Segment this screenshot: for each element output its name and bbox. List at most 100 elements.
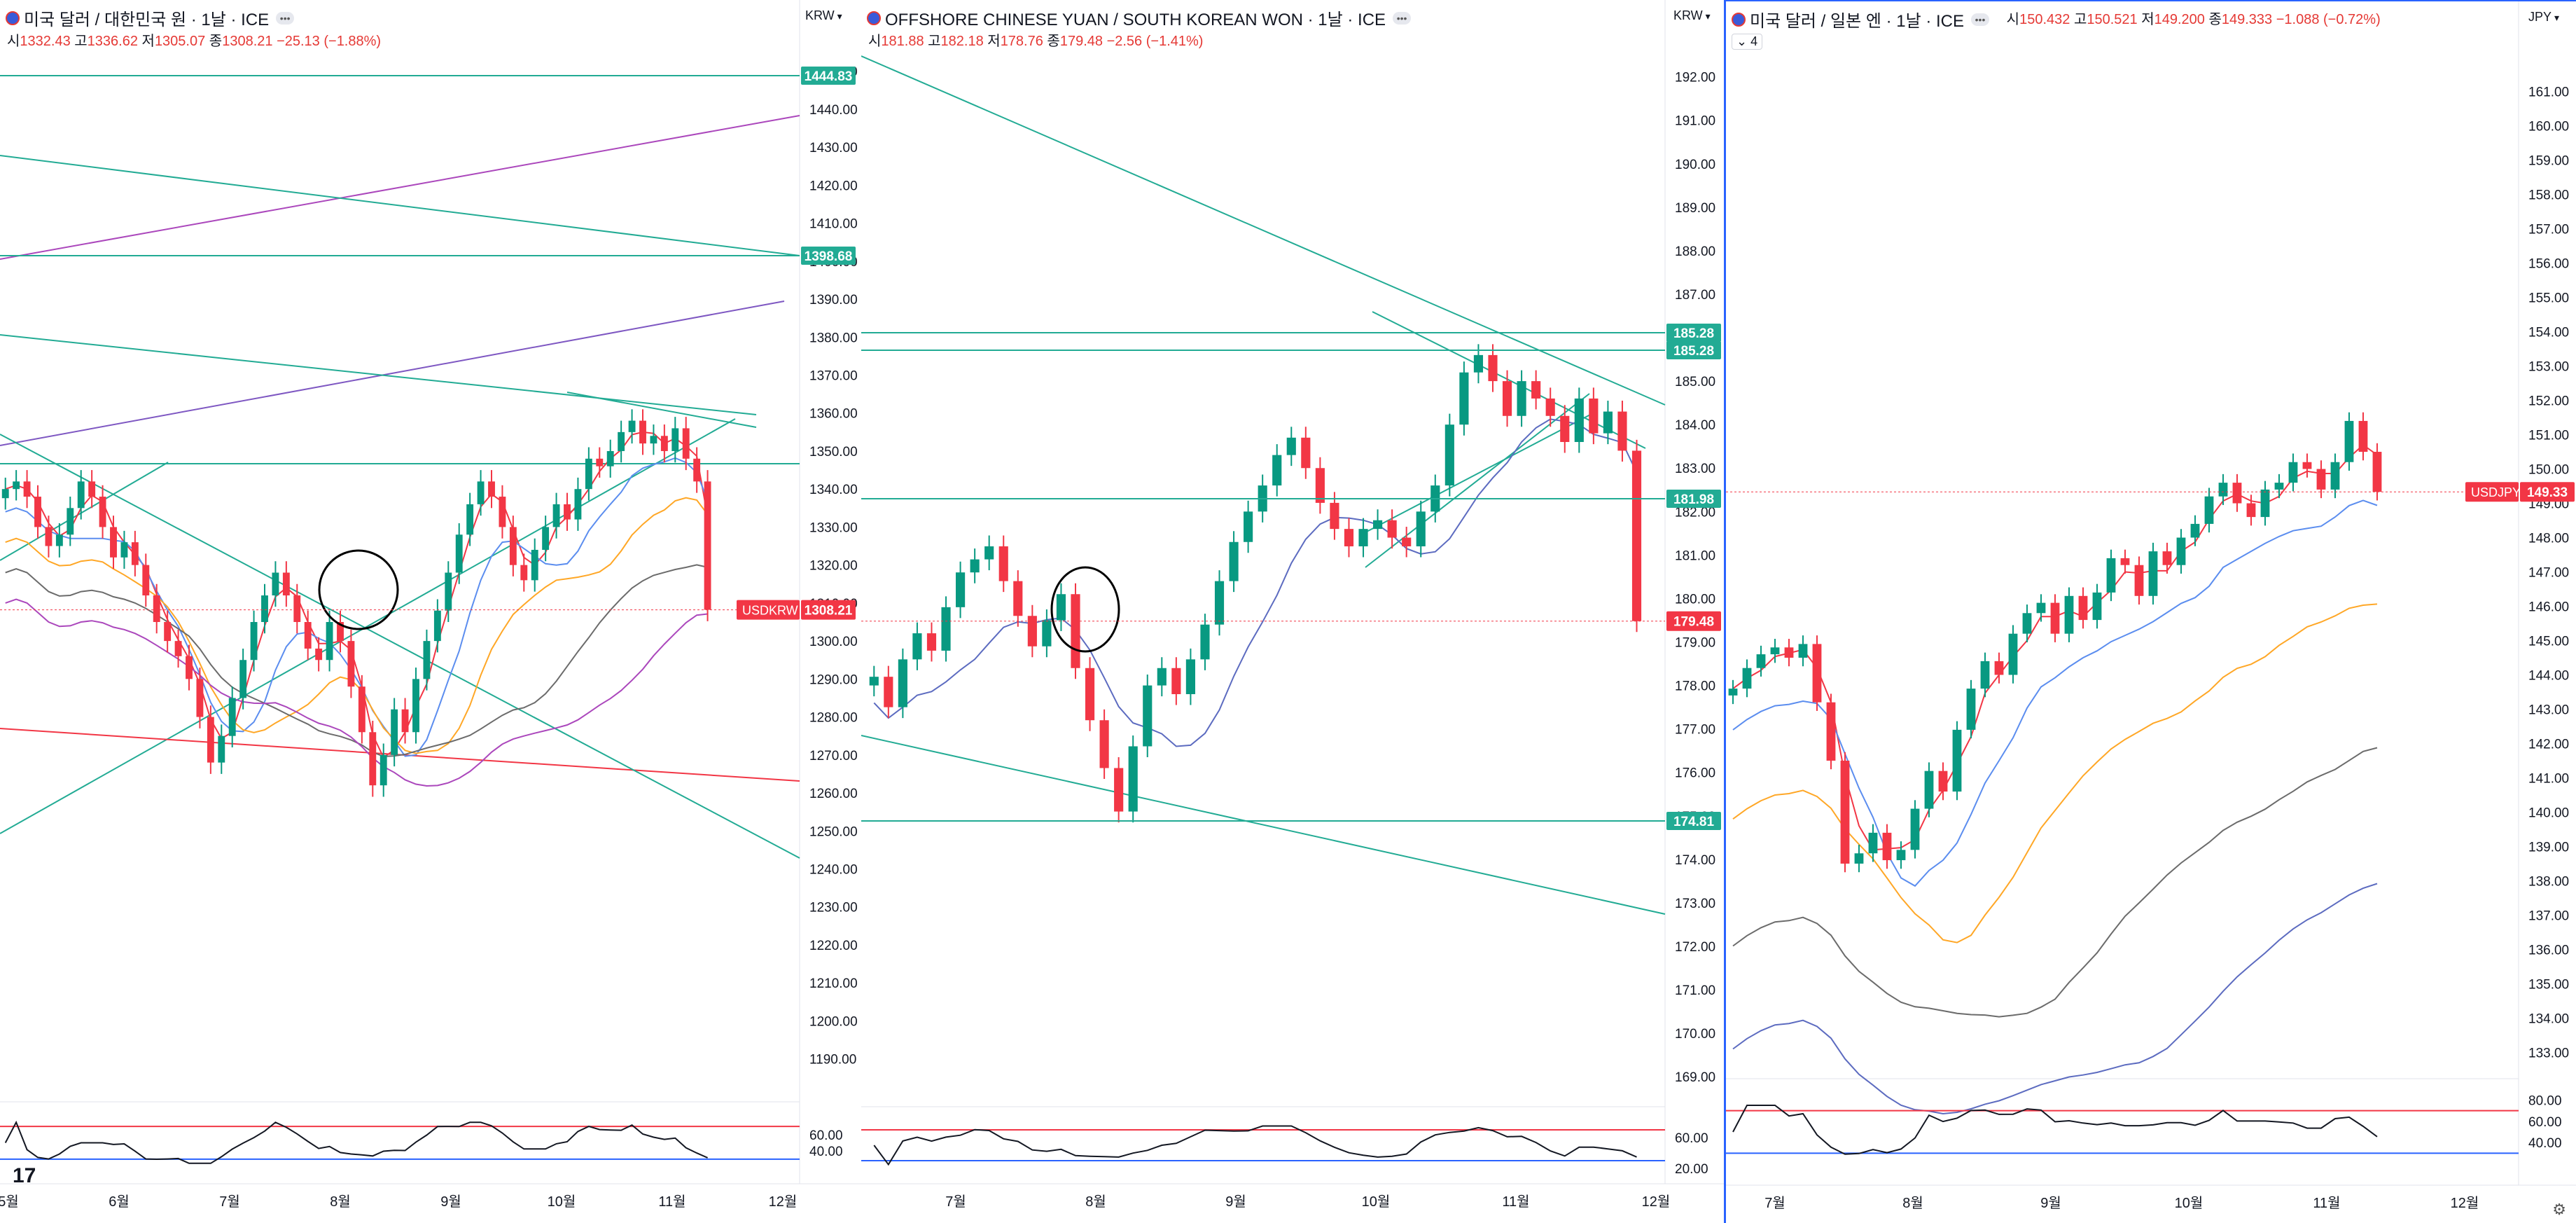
- usdjpy-chart-panel[interactable]: 133.00 134.00 135.00 136.00 137.00 138.00 139.…: [1724, 0, 2576, 1223]
- drawing-line: [0, 434, 800, 859]
- usdkrw-chart-canvas[interactable]: 1190.00 1200.00 1210.00 1220.00 1230.00 1240.…: [0, 0, 861, 1223]
- candle-body: [2288, 462, 2298, 483]
- settings-gear-icon[interactable]: ⚙: [2552, 1201, 2566, 1218]
- y-tick-label: 179.00: [1675, 636, 1715, 651]
- y-tick-label: 187.00: [1675, 288, 1715, 303]
- y-tick-label: 143.00: [2528, 703, 2569, 717]
- candle-body: [671, 428, 679, 451]
- candle-body: [509, 527, 517, 565]
- symbol-header[interactable]: 미국 달러 / 대한민국 원 · 1날 · ICE •••: [6, 6, 295, 30]
- candle-body: [998, 546, 1008, 581]
- drawing-line: [1372, 311, 1646, 449]
- y-tick-label: 154.00: [2528, 326, 2569, 340]
- candle-body: [2218, 483, 2228, 497]
- candle-body: [970, 559, 980, 573]
- ohlc-readout: 시181.88 고182.18 저178.76 종179.48 −2.56 (−…: [868, 34, 1204, 49]
- candle-body: [2008, 633, 2018, 675]
- last-price-box: [2520, 482, 2575, 502]
- candle-body: [1459, 372, 1469, 425]
- y-tick-label: 147.00: [2528, 565, 2569, 580]
- y-tick-label: 142.00: [2528, 737, 2569, 752]
- candle-body: [2330, 462, 2340, 490]
- candle-body: [693, 458, 701, 482]
- candle-body: [1171, 668, 1181, 694]
- candle-body: [1868, 832, 1878, 854]
- rsi-line: [4, 1120, 709, 1164]
- y-tick-label: 1440.00: [809, 103, 858, 118]
- candle-body: [164, 621, 172, 642]
- y-tick-label: 153.00: [2528, 360, 2569, 375]
- candle-body: [1185, 659, 1195, 694]
- candle-body: [2302, 462, 2312, 469]
- price-tag-label: 174.81: [1673, 815, 1715, 829]
- candle-body: [1938, 771, 1948, 792]
- open-value: 181.88: [881, 34, 924, 49]
- candle-body: [1502, 381, 1512, 416]
- y-tick-label: 1430.00: [809, 141, 858, 156]
- moving-average-line: [5, 497, 709, 754]
- y-tick-label: 135.00: [2528, 977, 2569, 992]
- candle-body: [1344, 529, 1354, 546]
- rsi-tick-label: 60.00: [2528, 1115, 2562, 1130]
- y-tick-label: 161.00: [2528, 85, 2569, 100]
- high-value: 150.521: [2087, 11, 2138, 27]
- currency-selector[interactable]: KRW ▾: [805, 8, 842, 22]
- candle-body: [88, 481, 96, 497]
- candle-body: [585, 458, 592, 490]
- moving-average-line: [1732, 443, 2378, 851]
- candle-body: [455, 534, 463, 573]
- candle-body: [2078, 595, 2088, 621]
- y-tick-label: 188.00: [1675, 244, 1715, 259]
- usdjpy-chart-canvas[interactable]: 133.00 134.00 135.00 136.00 137.00 138.00 139.…: [1726, 1, 2576, 1223]
- candle-body: [926, 633, 937, 651]
- candle-body: [1402, 537, 1412, 546]
- y-tick-label: 150.00: [2528, 463, 2569, 478]
- y-tick-label: 1240.00: [809, 862, 858, 877]
- cnhkrw-chart-panel[interactable]: 169.00170.00171.00172.00173.00174.00175.…: [861, 0, 1724, 1223]
- usdkrw-chart-panel[interactable]: 1190.00 1200.00 1210.00 1220.00 1230.00 1240.…: [0, 0, 861, 1223]
- candle-body: [628, 420, 636, 432]
- x-tick-label: 10월: [548, 1194, 576, 1210]
- indicator-legend-toggle[interactable]: ⌄ 4: [1732, 34, 1763, 50]
- drawing-line: [0, 418, 736, 834]
- flag-icon: [867, 11, 881, 25]
- chevron-down-icon: ▾: [837, 11, 842, 22]
- candle-body: [261, 595, 268, 622]
- moving-average-line: [5, 431, 709, 759]
- candle-body: [401, 709, 409, 733]
- y-tick-label: 172.00: [1675, 940, 1715, 955]
- flag-icon: [1732, 12, 1746, 27]
- close-value: 1308.21: [222, 34, 273, 49]
- x-tick-label: 10월: [1362, 1194, 1391, 1210]
- currency-selector[interactable]: KRW ▾: [1673, 8, 1711, 22]
- y-tick-label: 155.00: [2528, 291, 2569, 306]
- cnhkrw-chart-canvas[interactable]: 169.00170.00171.00172.00173.00174.00175.…: [861, 0, 1724, 1223]
- y-tick-label: 157.00: [2528, 223, 2569, 237]
- candle-body: [23, 481, 31, 497]
- candle-body: [2148, 551, 2158, 596]
- symbol-header[interactable]: 미국 달러 / 일본 엔 · 1날 · ICE ••• 시150.432 고150…: [1732, 7, 2381, 32]
- candle-body: [2246, 503, 2256, 518]
- circle-annotation: [1050, 566, 1120, 653]
- candle-body: [153, 595, 160, 622]
- symbol-header[interactable]: OFFSHORE CHINESE YUAN / SOUTH KOREAN WON…: [867, 6, 1412, 30]
- more-icon[interactable]: •••: [276, 11, 295, 25]
- candle-body: [1444, 424, 1454, 486]
- currency-selector[interactable]: JPY ▾: [2528, 10, 2560, 24]
- candle-body: [77, 481, 85, 509]
- more-icon[interactable]: •••: [1393, 11, 1412, 25]
- candle-body: [2274, 483, 2284, 490]
- candle-body: [912, 633, 922, 660]
- candle-body: [186, 656, 193, 679]
- symbol-title: 미국 달러 / 대한민국 원 · 1날 · ICE: [24, 11, 270, 29]
- candle-body: [2372, 452, 2382, 492]
- candle-body: [704, 481, 711, 610]
- chevron-down-icon: ▾: [1705, 11, 1711, 22]
- y-tick-label: 185.00: [1675, 375, 1715, 389]
- low-value: 178.76: [1000, 34, 1043, 49]
- candle-body: [1994, 661, 2004, 675]
- rsi-line: [1732, 1105, 2378, 1155]
- tradingview-logo-icon[interactable]: 17: [13, 1164, 36, 1187]
- candle-body: [369, 732, 377, 786]
- more-icon[interactable]: •••: [1971, 13, 1989, 26]
